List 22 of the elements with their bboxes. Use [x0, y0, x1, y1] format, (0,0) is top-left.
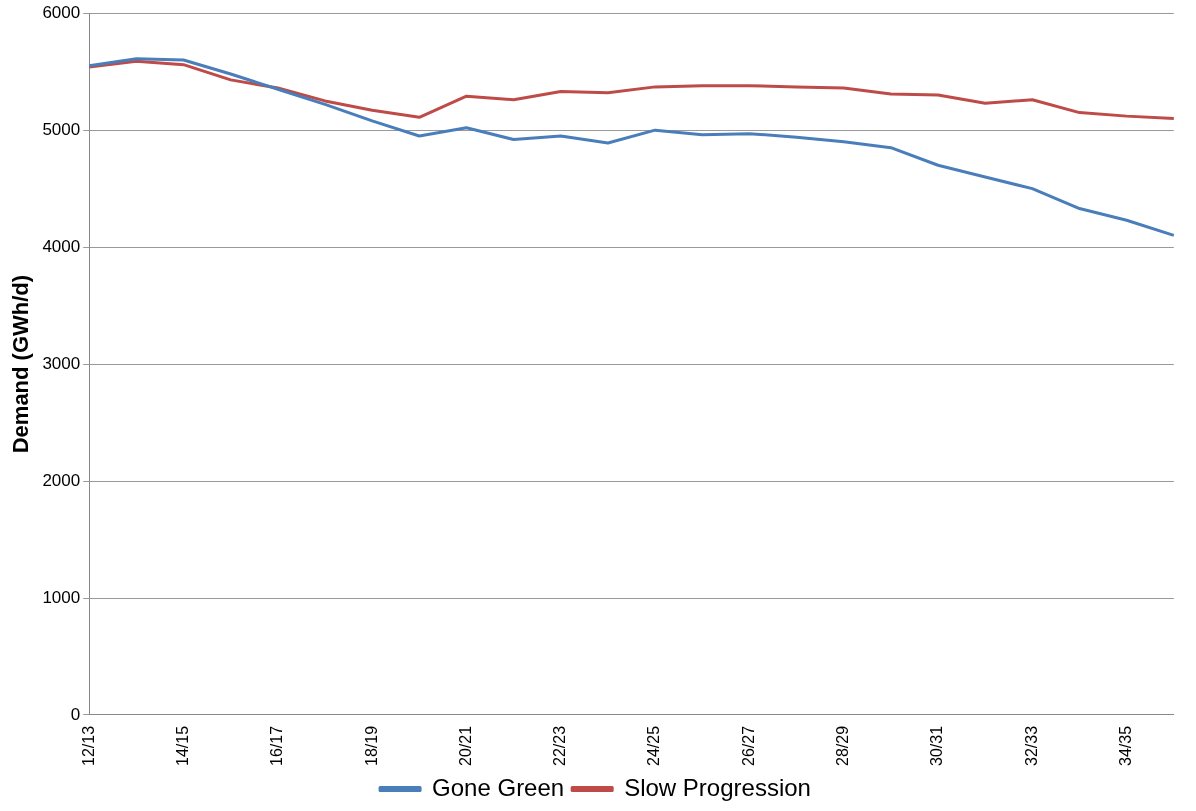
x-tick-label: 20/21: [456, 725, 474, 767]
x-tick-label: 14/15: [173, 725, 191, 767]
y-tick-label: 1000: [42, 587, 81, 607]
y-axis-title: Demand (GWh/d): [8, 274, 34, 454]
x-tick-label: 24/25: [645, 725, 663, 767]
x-tick-label: 34/35: [1117, 725, 1135, 767]
x-tick-label: 32/33: [1022, 725, 1040, 767]
x-tick-label: 30/31: [928, 725, 946, 767]
y-tick-label: 6000: [42, 2, 81, 22]
x-tick-label: 28/29: [834, 725, 852, 767]
x-tick-label: 26/27: [739, 725, 757, 767]
legend-label: Gone Green: [432, 773, 565, 801]
y-tick-label: 3000: [42, 353, 81, 373]
y-tick-label: 4000: [42, 236, 81, 256]
x-tick-label: 12/13: [79, 725, 97, 767]
y-tick-label: 5000: [42, 119, 81, 139]
x-tick-label: 18/19: [362, 725, 380, 767]
x-tick-label: 22/23: [551, 725, 569, 767]
x-tick-label: 16/17: [268, 725, 286, 767]
y-tick-label: 2000: [42, 470, 81, 490]
legend-label: Slow Progression: [624, 773, 811, 801]
y-tick-label: 0: [70, 704, 81, 724]
